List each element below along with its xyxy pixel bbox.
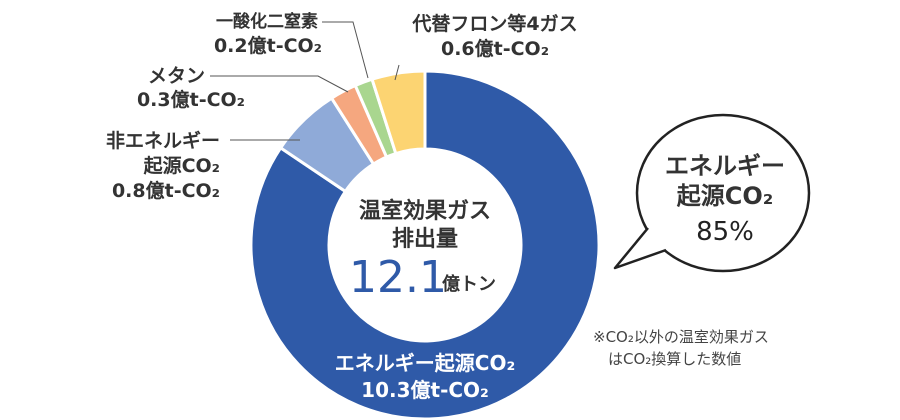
donut-center: 温室効果ガス 排出量 12.1 億トン [349, 198, 496, 303]
footnote-line1: ※CO₂以外の温室効果ガス [593, 328, 769, 346]
methane-name: メタン [148, 65, 205, 87]
methane-label: メタン 0.3億t-CO₂ [137, 65, 245, 111]
callout-bubble: エネルギー 起源CO₂ 85% [613, 113, 811, 273]
fluorocarbons-label: 代替フロン等4ガス 0.6億t-CO₂ [411, 12, 577, 60]
energy-co2-value: 10.3億t-CO₂ [361, 378, 489, 402]
n2o-label: 一酸化二窒素 0.2億t-CO₂ [214, 11, 322, 57]
energy-co2-name: エネルギー起源CO₂ [335, 351, 515, 375]
donut-slice-energy-co2 [249, 69, 601, 420]
leader-line-fluorocarbons [394, 64, 400, 81]
center-title-line2: 排出量 [392, 227, 458, 252]
leader-line-methane [210, 75, 349, 93]
callout-bubble-shape [635, 113, 811, 273]
fluorocarbons-name: 代替フロン等4ガス [411, 12, 577, 35]
n2o-name: 一酸化二窒素 [216, 11, 318, 32]
non-energy-co2-name-line2: 起源CO₂ [143, 154, 220, 177]
footnote-line2: はCO₂換算した数値 [608, 350, 741, 368]
methane-value: 0.3億t-CO₂ [137, 88, 245, 111]
callout-line2: 起源CO₂ [676, 182, 774, 210]
footnote: ※CO₂以外の温室効果ガス はCO₂換算した数値 [593, 328, 769, 368]
non-energy-co2-value: 0.8億t-CO₂ [112, 179, 220, 202]
leader-lines [210, 21, 400, 141]
donut-slice-fluorocarbons [370, 69, 427, 156]
center-total-value: 12.1 [349, 252, 447, 303]
n2o-value: 0.2億t-CO₂ [214, 34, 322, 57]
non-energy-co2-label: 非エネルギー 起源CO₂ 0.8億t-CO₂ [106, 130, 220, 202]
donut-slices [249, 69, 601, 420]
callout-line3: 85% [696, 217, 754, 247]
fluorocarbons-value: 0.6億t-CO₂ [441, 37, 549, 60]
leader-line-n2o [322, 21, 369, 79]
center-total-unit: 億トン [442, 273, 496, 295]
non-energy-co2-name-line1: 非エネルギー [106, 130, 220, 152]
center-title-line1: 温室効果ガス [359, 198, 491, 224]
callout-line1: エネルギー [665, 152, 785, 180]
energy-co2-label: エネルギー起源CO₂ 10.3億t-CO₂ [335, 351, 515, 402]
